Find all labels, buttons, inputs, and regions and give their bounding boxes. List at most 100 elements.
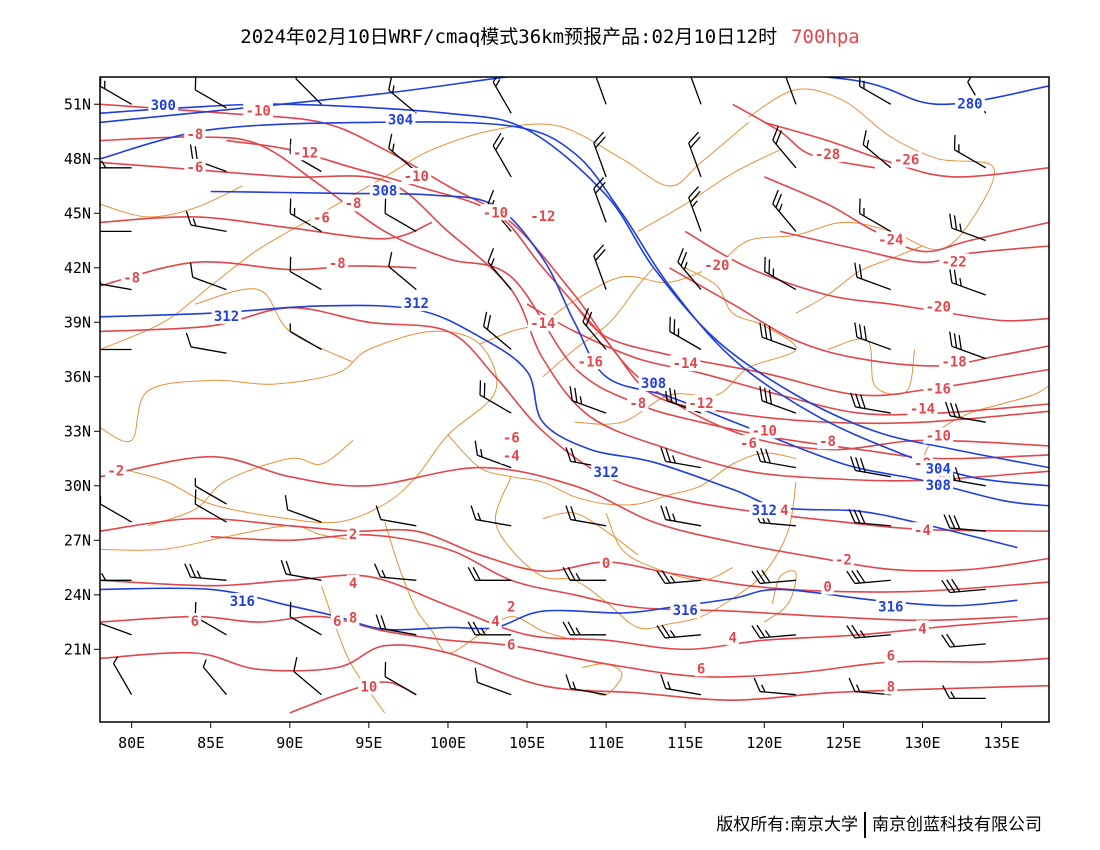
height-contour-label: 308 [372, 183, 397, 199]
height-contour-line [100, 587, 1018, 631]
lat-tick-label: 45N [64, 204, 91, 222]
wind-barb-icon [100, 348, 132, 351]
temperature-contour-label-bg [884, 678, 898, 695]
wind-barb-icon [388, 133, 417, 172]
wind-barb-icon [194, 77, 227, 109]
temperature-contour-label-bg [401, 167, 432, 184]
temperature-contour-label-bg [504, 598, 518, 615]
wind-barb-icon [688, 186, 702, 232]
temperature-contour-label: 8 [349, 610, 357, 626]
border-line [763, 570, 797, 623]
wind-barb-icon [479, 380, 512, 414]
temperature-contour-label: -12 [530, 209, 555, 225]
lon-tick-label: 90E [276, 734, 303, 752]
temperature-contour-label: -8 [345, 196, 362, 212]
temperature-contours [100, 103, 1049, 714]
temperature-contour-line [684, 230, 1049, 322]
wind-barb-icon [854, 262, 892, 291]
lon-tick-label: 80E [118, 734, 145, 752]
temperature-contour-label: -6 [503, 431, 520, 447]
wind-barb-icon [941, 578, 986, 594]
border-line [494, 476, 797, 630]
temperature-contour-label: -6 [186, 160, 203, 176]
temperature-contour-label-bg [342, 195, 364, 212]
wind-barb-icon [688, 77, 702, 105]
wind-barb-icon [941, 633, 986, 648]
temperature-contour-label: 2 [349, 527, 357, 543]
temperature-contour-label-bg [749, 422, 780, 439]
wind-barb-icon [280, 559, 322, 581]
height-contours [100, 77, 1049, 631]
wind-barb-icon [759, 386, 797, 414]
temperature-contour-label: 8 [887, 679, 895, 695]
temperature-contour-label-bg [346, 525, 360, 542]
wind-barb-icon [944, 401, 986, 423]
temperature-contour-label-bg [599, 554, 613, 571]
copyright-text: 版权所有:南京大学 [716, 815, 858, 835]
temperature-contour-label-bg [939, 353, 969, 370]
border-line [542, 512, 639, 556]
temperature-contour-label: -16 [926, 382, 951, 398]
temperature-contour-label: 0 [823, 580, 831, 596]
title-text: 2024年02月10日WRF/cmaq模式36km预报产品:02月10日12时 [240, 26, 778, 48]
wind-barb-icon [100, 566, 132, 581]
lon-tick-label: 105E [509, 734, 545, 752]
height-contour-label-bg [385, 111, 416, 128]
temperature-contour-line [100, 216, 433, 240]
height-contour-label-bg [401, 295, 432, 312]
border-line [447, 434, 796, 506]
wind-barb-icon [474, 667, 512, 696]
pressure-level-label: 700hpa [791, 26, 860, 48]
temperature-contour-label-bg [694, 660, 708, 677]
height-contour-label: 304 [388, 113, 413, 129]
temperature-contour-label: -8 [329, 256, 346, 272]
temperature-contour-label-bg [243, 102, 274, 119]
temperature-contour-line [764, 121, 1049, 178]
wind-barb-icon [113, 656, 133, 696]
wind-barb-icon [850, 392, 891, 414]
border-line [795, 245, 923, 314]
temperature-contour-label: 6 [333, 614, 341, 630]
temperature-contour-label-bg [105, 462, 127, 479]
wind-barb-icon [375, 614, 417, 636]
wind-barb-icon [858, 77, 892, 105]
wind-barb-icon [764, 256, 797, 291]
temperature-contour-line [289, 681, 417, 714]
lon-tick-label: 115E [667, 734, 703, 752]
height-contour-label: 304 [926, 461, 951, 477]
wind-barb-icon [942, 685, 986, 700]
temperature-contour-label-bg [527, 207, 558, 224]
height-contour-label: 308 [926, 478, 951, 494]
height-contour-label: 312 [593, 465, 618, 481]
wind-barb-icon [669, 316, 702, 351]
wind-barb-icon [953, 135, 987, 169]
wind-barb-icon [949, 331, 986, 360]
temperature-contour-line [100, 574, 1049, 651]
lat-tick-label: 27N [64, 531, 91, 549]
lat-tick-label: 48N [64, 150, 91, 168]
wind-barb-icon [295, 77, 322, 105]
lon-tick-label: 95E [355, 734, 382, 752]
height-contour-line [210, 190, 1049, 507]
temperature-contour-line [100, 161, 1049, 482]
temperature-contour-line [100, 136, 1049, 460]
temperature-contour-label-bg [500, 429, 522, 446]
height-contour-line [100, 103, 1049, 469]
wind-barb-icon [194, 489, 227, 523]
wind-barb-icon [100, 496, 132, 523]
temperature-contour-label-bg [726, 629, 739, 646]
temperature-contour-label-bg [527, 315, 558, 332]
temperature-contour-line [779, 230, 1049, 264]
border-line [582, 663, 623, 696]
wind-barb-icon [846, 569, 891, 585]
footer-divider [864, 812, 866, 838]
temperature-contour-label: -26 [894, 153, 919, 169]
temperature-contour-label-bg [916, 620, 929, 637]
temperature-contour-label-bg [907, 400, 938, 417]
wind-barb-icon [202, 659, 227, 696]
wind-barb-icon [492, 132, 512, 178]
border-line [542, 267, 654, 378]
wind-barb-icon [100, 621, 132, 636]
border-line [100, 122, 749, 350]
